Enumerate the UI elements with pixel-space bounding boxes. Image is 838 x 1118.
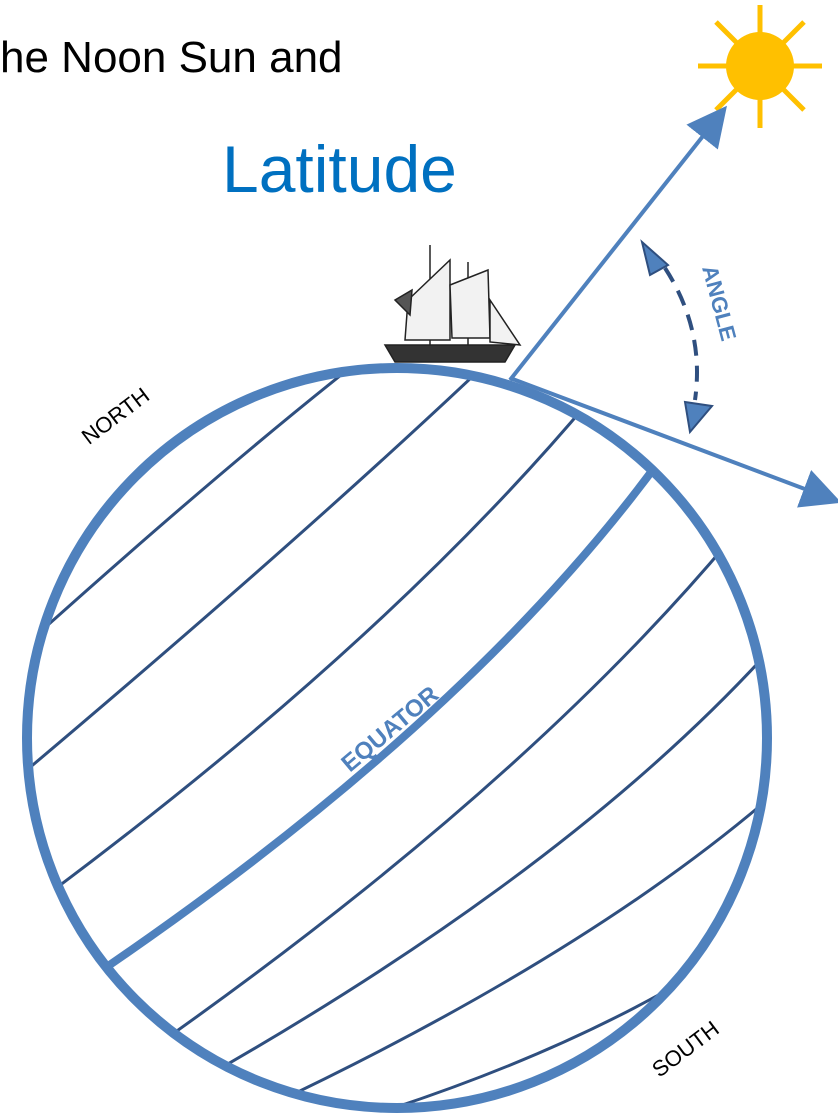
north-label: NORTH (77, 383, 154, 450)
diagram: he Noon Sun and Latitude ANGLE NORTH (0, 0, 838, 1118)
title-line1: he Noon Sun and (0, 33, 343, 82)
sun-ray (510, 112, 722, 380)
angle-arc (665, 268, 697, 400)
equator-label: EQUATOR (336, 681, 444, 777)
horizon-line (510, 378, 834, 500)
angle-label: ANGLE (697, 263, 741, 344)
page: he Noon Sun and Latitude ANGLE NORTH (0, 0, 838, 1118)
south-label: SOUTH (647, 1016, 724, 1082)
ship (385, 245, 520, 362)
arc-arrowhead (685, 402, 712, 432)
title-line2: Latitude (222, 132, 457, 206)
sun (698, 5, 822, 128)
